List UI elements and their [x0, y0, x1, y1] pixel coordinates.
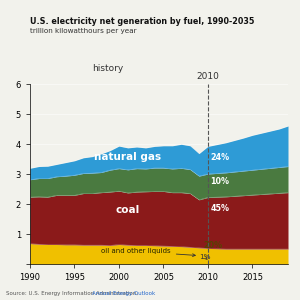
Text: U.S. electricity net generation by fuel, 1990-2035: U.S. electricity net generation by fuel,… [30, 16, 254, 26]
Text: Source: U.S. Energy Information Administration,: Source: U.S. Energy Information Administ… [6, 290, 140, 296]
Text: 20%: 20% [203, 241, 223, 250]
Text: 45%: 45% [211, 204, 230, 213]
Text: coal: coal [116, 205, 140, 215]
Text: 24%: 24% [211, 153, 230, 162]
Text: oil and other liquids: oil and other liquids [101, 248, 195, 256]
Text: Annual Energy Outlook: Annual Energy Outlook [92, 290, 155, 296]
Text: trillion kilowatthours per year: trillion kilowatthours per year [30, 28, 136, 34]
Text: natural gas: natural gas [94, 152, 161, 163]
Text: 2010: 2010 [196, 72, 219, 81]
Text: 10%: 10% [211, 177, 230, 186]
Text: 1%: 1% [199, 254, 211, 260]
Text: history: history [92, 64, 123, 73]
